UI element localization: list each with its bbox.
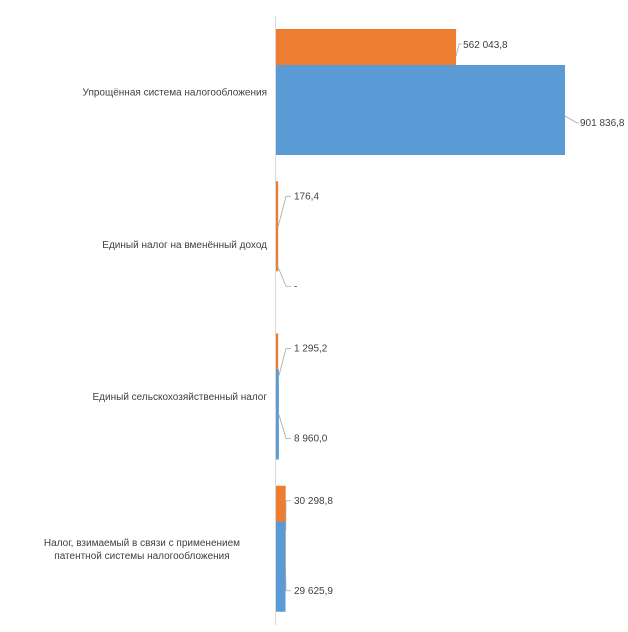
leader-line-series2-cat1 [564, 115, 579, 124]
data-label-series1-cat3: 1 295,2 [294, 344, 328, 355]
leader-line-series1-cat4 [285, 500, 291, 531]
bar-series2-cat1 [276, 65, 565, 155]
leader-line-series1-cat3 [277, 348, 291, 379]
leader-line-series2-cat3 [278, 414, 291, 439]
leader-line-series2-cat2 [275, 262, 291, 287]
category-label-3: Единый сельскохозяйственный налог [93, 392, 268, 403]
data-label-series2-cat3: 8 960,0 [294, 434, 328, 445]
data-label-series1-cat2: 176,4 [294, 191, 319, 202]
category-label-2: Единый налог на вменённый доход [102, 240, 267, 251]
bar-series2-cat4 [276, 521, 286, 612]
data-labels-layer: 562 043,8 176,4 1 295,2 30 298,8 901 836,8 - 8… [294, 40, 625, 597]
data-label-series2-cat4: 29 625,9 [294, 586, 333, 597]
category-label-4: Налог, взимаемый в связи с применением па… [44, 538, 240, 562]
data-label-series1-cat4: 30 298,8 [294, 496, 333, 507]
leader-line-series1-cat1 [455, 43, 463, 57]
data-label-series1-cat1: 562 043,8 [463, 40, 508, 51]
bar-series1-cat2 [276, 181, 279, 272]
leader-lines-layer [275, 43, 579, 592]
data-label-series2-cat2: - [294, 281, 297, 292]
leader-line-series2-cat4 [285, 566, 291, 592]
bars-layer [276, 29, 565, 612]
category-labels-layer: Упрощённая система налогообложения Единый… [44, 87, 267, 562]
bar-series2-cat3 [276, 369, 279, 460]
category-label-1: Упрощённая система налогообложения [83, 87, 267, 99]
data-label-series2-cat1: 901 836,8 [580, 118, 625, 129]
leader-line-series1-cat2 [277, 195, 291, 227]
